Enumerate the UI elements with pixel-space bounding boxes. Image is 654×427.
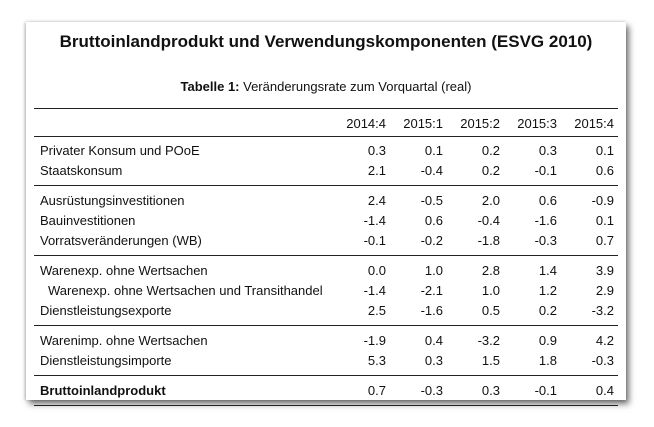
row-label: Warenexp. ohne Wertsachen und Transithan…: [48, 283, 323, 298]
table-row: Warenexp. ohne Wertsachen 0.0 1.0 2.8 1.4 3.9: [26, 263, 626, 283]
cell-value: -0.4: [420, 163, 443, 178]
table-rule: [34, 405, 618, 406]
cell-value: 3.9: [595, 263, 614, 278]
cell-value: -1.9: [363, 333, 386, 348]
cell-value: -0.3: [591, 353, 614, 368]
cell-value: 0.3: [481, 383, 500, 398]
cell-value: 1.0: [481, 283, 500, 298]
table-row: Bruttoinlandprodukt 0.7 -0.3 0.3 -0.1 0.4: [26, 383, 626, 403]
cell-value: 0.9: [538, 333, 557, 348]
page-title: Bruttoinlandprodukt und Verwendungskompo…: [59, 32, 593, 51]
cell-value: 0.4: [595, 383, 614, 398]
cell-value: -0.9: [591, 193, 614, 208]
table-row: Dienstleistungsexporte 2.5 -1.6 0.5 0.2 -3.2: [26, 303, 626, 323]
cell-value: 0.4: [424, 333, 443, 348]
cell-value: 0.7: [595, 233, 614, 248]
cell-value: 0.6: [424, 213, 443, 228]
cell-value: -0.1: [363, 233, 386, 248]
cell-value: 1.5: [481, 353, 500, 368]
column-header: 2015:3: [517, 116, 557, 131]
cell-value: -0.1: [534, 163, 557, 178]
cell-value: 2.4: [367, 193, 386, 208]
table-header-row: 2014:4 2015:1 2015:2 2015:3 2015:4: [26, 116, 626, 136]
cell-value: 0.3: [424, 353, 443, 368]
table-row: Dienstleistungsimporte 5.3 0.3 1.5 1.8 -0.3: [26, 353, 626, 373]
cell-value: -0.3: [534, 233, 557, 248]
cell-value: 2.5: [367, 303, 386, 318]
cell-value: 2.1: [367, 163, 386, 178]
cell-value: 2.9: [595, 283, 614, 298]
row-label: Warenimp. ohne Wertsachen: [40, 333, 208, 348]
row-label: Bruttoinlandprodukt: [40, 383, 166, 398]
table-rule: [34, 136, 618, 137]
table-rule: [34, 325, 618, 326]
cell-value: -1.4: [363, 283, 386, 298]
cell-value: 0.1: [424, 143, 443, 158]
column-header: 2015:2: [460, 116, 500, 131]
cell-value: 0.5: [481, 303, 500, 318]
cell-value: -1.8: [477, 233, 500, 248]
row-label: Ausrüstungsinvestitionen: [40, 193, 185, 208]
row-label: Warenexp. ohne Wertsachen: [40, 263, 208, 278]
cell-value: 0.2: [481, 143, 500, 158]
table-row: Ausrüstungsinvestitionen 2.4 -0.5 2.0 0.6 -0.…: [26, 193, 626, 213]
column-header: 2015:4: [574, 116, 614, 131]
cell-value: -3.2: [477, 333, 500, 348]
cell-value: -2.1: [420, 283, 443, 298]
cell-value: 1.2: [538, 283, 557, 298]
row-label: Vorratsveränderungen (WB): [40, 233, 202, 248]
cell-value: 2.8: [481, 263, 500, 278]
cell-value: -0.3: [420, 383, 443, 398]
table-row: Warenexp. ohne Wertsachen und Transithan…: [26, 283, 626, 303]
cell-value: 0.1: [595, 213, 614, 228]
row-label: Dienstleistungsexporte: [40, 303, 172, 318]
cell-value: -3.2: [591, 303, 614, 318]
table-caption: Tabelle 1: Veränderungsrate zum Vorquart…: [26, 79, 626, 94]
cell-value: -0.2: [420, 233, 443, 248]
table-rule: [34, 375, 618, 376]
column-header: 2015:1: [403, 116, 443, 131]
cell-value: 2.0: [481, 193, 500, 208]
column-header: 2014:4: [346, 116, 386, 131]
table-row: Staatskonsum 2.1 -0.4 0.2 -0.1 0.6: [26, 163, 626, 183]
table-row: Vorratsveränderungen (WB) -0.1 -0.2 -1.8 -0.…: [26, 233, 626, 253]
row-label: Privater Konsum und POoE: [40, 143, 200, 158]
cell-value: 0.2: [538, 303, 557, 318]
table-caption-text: Veränderungsrate zum Vorquartal (real): [239, 79, 472, 94]
cell-value: -1.6: [420, 303, 443, 318]
cell-value: 0.3: [538, 143, 557, 158]
cell-value: 5.3: [367, 353, 386, 368]
table-caption-label: Tabelle 1:: [180, 79, 240, 94]
cell-value: -0.1: [534, 383, 557, 398]
cell-value: 0.2: [481, 163, 500, 178]
table-rule: [34, 108, 618, 109]
row-label: Bauinvestitionen: [40, 213, 136, 228]
table-rule: [34, 255, 618, 256]
cell-value: -1.6: [534, 213, 557, 228]
table-row: Warenimp. ohne Wertsachen -1.9 0.4 -3.2 0.9 4…: [26, 333, 626, 353]
cell-value: 4.2: [595, 333, 614, 348]
row-label: Staatskonsum: [40, 163, 123, 178]
cell-value: -0.4: [477, 213, 500, 228]
cell-value: 1.8: [538, 353, 557, 368]
cell-value: 0.6: [595, 163, 614, 178]
cell-value: 0.1: [595, 143, 614, 158]
cell-value: 1.4: [538, 263, 557, 278]
cell-value: 1.0: [424, 263, 443, 278]
cell-value: 0.0: [367, 263, 386, 278]
cell-value: -1.4: [363, 213, 386, 228]
cell-value: 0.6: [538, 193, 557, 208]
table-row: Bauinvestitionen -1.4 0.6 -0.4 -1.6 0.1: [26, 213, 626, 233]
cell-value: 0.7: [367, 383, 386, 398]
cell-value: -0.5: [420, 193, 443, 208]
table-card: Bruttoinlandprodukt und Verwendungskompo…: [26, 22, 626, 406]
row-label: Dienstleistungsimporte: [40, 353, 172, 368]
table-row: Privater Konsum und POoE 0.3 0.1 0.2 0.3 0.1: [26, 143, 626, 163]
table-rule: [34, 185, 618, 186]
cell-value: 0.3: [367, 143, 386, 158]
